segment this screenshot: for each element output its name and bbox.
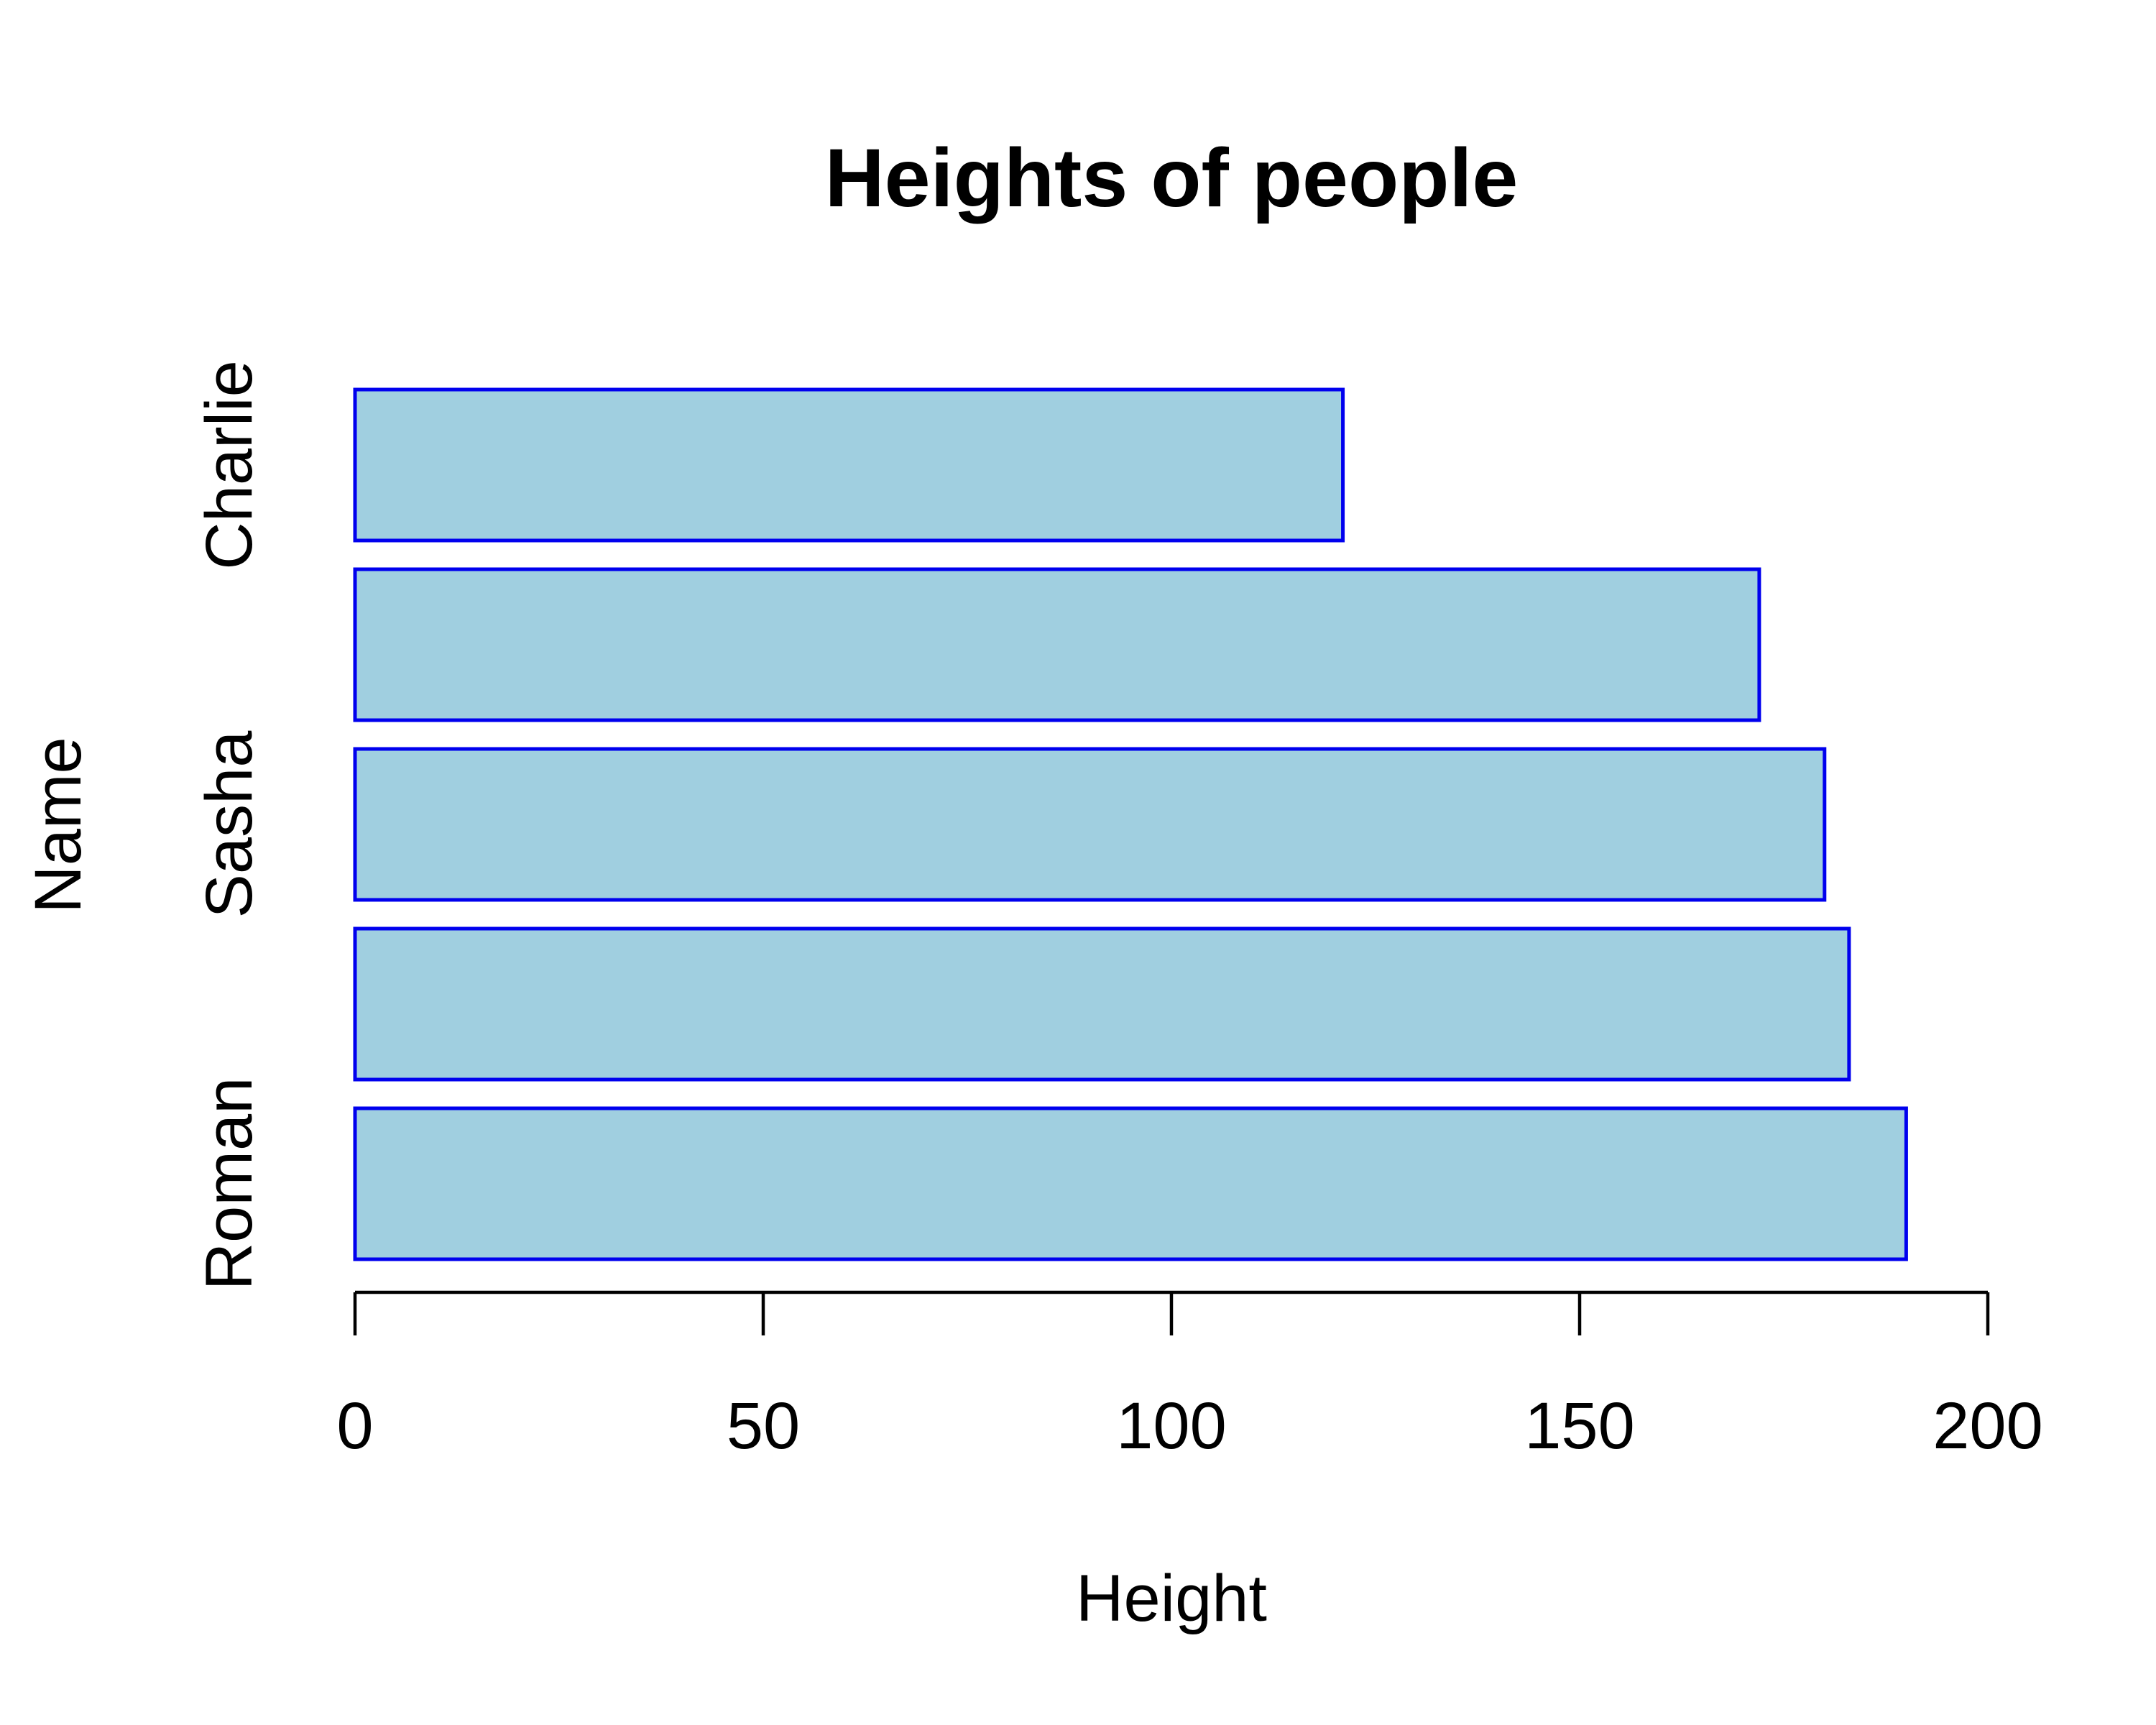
category-label-0: Roman (193, 1077, 266, 1291)
y-axis-label: Name (22, 737, 95, 913)
bar-3 (353, 567, 1761, 722)
category-labels: Roman Sasha Charlie (193, 360, 266, 1290)
x-tick-label-0: 0 (336, 1389, 373, 1463)
x-ticks: 0 50 100 150 200 (336, 1292, 2043, 1463)
category-label-4: Charlie (193, 360, 266, 569)
category-label-2: Sasha (193, 730, 266, 919)
bar-1 (353, 926, 1851, 1082)
bars-layer (353, 387, 1908, 1261)
bar-0 (353, 1106, 1908, 1261)
bar-2 (353, 747, 1827, 902)
chart-title: Heights of people (825, 132, 1519, 224)
x-tick-label-4: 200 (1932, 1389, 2043, 1463)
x-tick-label-2: 100 (1116, 1389, 1227, 1463)
bar-4 (353, 387, 1345, 543)
x-axis-label: Height (1076, 1562, 1267, 1635)
x-axis: 0 50 100 150 200 (336, 1290, 2043, 1463)
x-tick-label-1: 50 (727, 1389, 800, 1463)
x-tick-label-3: 150 (1524, 1389, 1635, 1463)
